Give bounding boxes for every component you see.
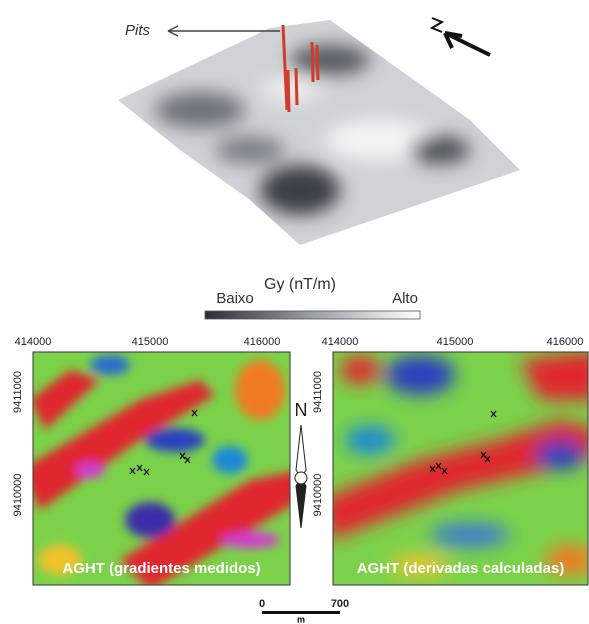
map-caption: AGHT (gradientes medidos) xyxy=(62,560,260,577)
x-tick-label: 414000 xyxy=(322,336,359,348)
y-tick-label: 9411000 xyxy=(12,371,24,413)
x-tick-label: 416000 xyxy=(244,336,281,348)
scale-end: 700 xyxy=(331,598,349,610)
map-caption: AGHT (derivadas calculadas) xyxy=(357,560,565,577)
y-tick-label: 9410000 xyxy=(312,474,324,517)
scale-start: 0 xyxy=(259,598,265,610)
x-tick-label: 414000 xyxy=(15,336,52,348)
legend-high: Alto xyxy=(392,290,418,307)
y-tick-label: 9410000 xyxy=(12,474,24,517)
legend-title: Gy (nT/m) xyxy=(264,276,336,293)
map-measured xyxy=(20,352,300,590)
north-label: N xyxy=(295,400,308,420)
scale-unit: m xyxy=(297,614,305,624)
map-calculated xyxy=(320,350,589,585)
y-tick-label: 9411000 xyxy=(312,371,324,413)
north-arrow xyxy=(295,425,307,528)
x-tick-label: 416000 xyxy=(547,336,584,348)
north-arrow-3d xyxy=(432,18,490,55)
x-tick-label: 415000 xyxy=(132,336,169,348)
legend-low: Baixo xyxy=(216,290,254,307)
x-tick-label: 415000 xyxy=(437,336,474,348)
legend-bar xyxy=(205,311,420,319)
pits-label: Pits xyxy=(125,22,151,39)
figure: Pits Gy (nT/m) Baixo Alto xyxy=(0,0,589,624)
